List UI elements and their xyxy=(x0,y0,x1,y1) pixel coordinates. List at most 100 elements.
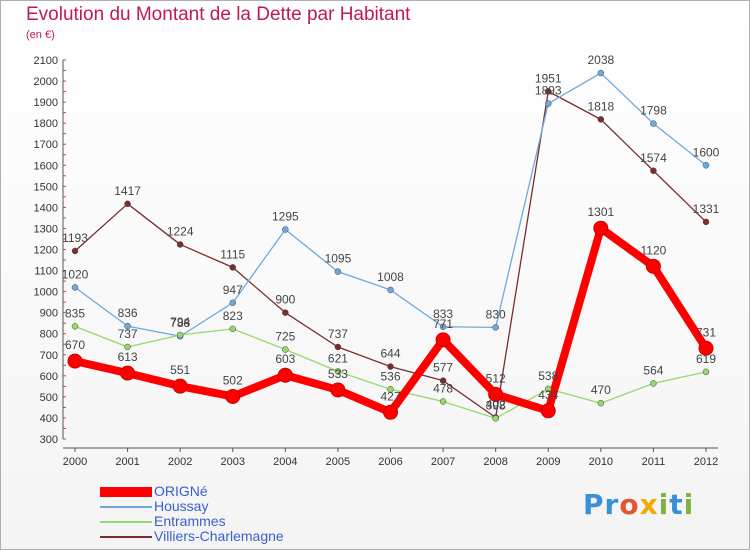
data-point-0-10 xyxy=(593,220,609,236)
data-label-3-9: 1951 xyxy=(535,71,562,85)
data-label-1-2: 788 xyxy=(170,316,190,330)
y-tick-label: 2000 xyxy=(34,76,58,88)
data-label-0-12: 731 xyxy=(696,325,716,339)
data-label-2-11: 564 xyxy=(643,363,663,377)
data-point-0-6 xyxy=(383,404,398,420)
data-label-3-1: 1417 xyxy=(114,184,141,198)
y-tick-label: 1200 xyxy=(34,245,58,257)
data-point-3-1 xyxy=(124,200,131,208)
data-point-3-5 xyxy=(334,343,342,351)
data-label-0-11: 1120 xyxy=(641,243,667,257)
data-point-3-9 xyxy=(545,88,552,95)
legend-item-entrammes[interactable]: Entrammes xyxy=(100,514,284,529)
data-point-3-0 xyxy=(71,247,79,255)
data-point-2-0 xyxy=(71,323,79,330)
data-label-1-8: 830 xyxy=(486,307,506,321)
legend-label-entrammes: Entrammes xyxy=(154,513,226,529)
data-label-0-2: 551 xyxy=(170,363,190,377)
data-point-2-8 xyxy=(492,415,499,422)
y-tick-label: 1500 xyxy=(34,181,58,193)
data-point-1-6 xyxy=(387,286,394,294)
data-label-1-5: 1095 xyxy=(325,252,352,266)
data-label-2-12: 619 xyxy=(696,352,716,366)
x-tick-label: 2006 xyxy=(378,456,402,468)
data-label-0-10: 1301 xyxy=(587,205,614,219)
data-point-1-10 xyxy=(597,69,605,77)
data-label-0-1: 613 xyxy=(118,350,138,364)
data-label-2-8: 398 xyxy=(486,398,506,412)
legend-label-houssay: Houssay xyxy=(154,498,209,514)
data-label-1-7: 833 xyxy=(433,307,453,321)
data-point-1-9 xyxy=(545,100,552,107)
data-label-3-8: 402 xyxy=(486,398,506,412)
data-point-2-2 xyxy=(176,331,184,339)
data-point-0-1 xyxy=(120,365,136,381)
y-tick-label: 1400 xyxy=(34,202,58,214)
data-label-1-12: 1600 xyxy=(693,145,720,159)
y-tick-label: 1800 xyxy=(34,118,58,130)
y-tick-label: 1700 xyxy=(34,139,58,151)
legend-swatch-villiers xyxy=(100,535,152,538)
data-point-2-12 xyxy=(702,368,710,376)
data-label-0-9: 434 xyxy=(538,388,558,402)
data-label-2-5: 621 xyxy=(328,351,348,365)
data-point-2-11 xyxy=(650,380,657,387)
data-label-0-5: 533 xyxy=(328,367,348,381)
data-point-2-7 xyxy=(439,398,447,405)
data-point-0-4 xyxy=(277,367,293,383)
legend: ORIGNé Houssay Entrammes Villiers-Charle… xyxy=(100,484,284,544)
data-label-1-4: 1295 xyxy=(272,209,299,223)
data-label-3-5: 737 xyxy=(328,327,348,341)
legend-label-origne: ORIGNé xyxy=(154,483,208,499)
data-label-2-7: 478 xyxy=(433,382,453,396)
data-point-0-12 xyxy=(698,340,714,356)
data-label-1-3: 947 xyxy=(223,283,243,297)
data-label-3-6: 644 xyxy=(380,347,400,361)
data-point-3-12 xyxy=(702,218,710,226)
data-point-3-11 xyxy=(650,167,657,175)
y-tick-label: 1900 xyxy=(34,97,58,109)
data-point-2-5 xyxy=(334,368,342,375)
data-point-2-1 xyxy=(124,343,131,351)
data-label-0-6: 427 xyxy=(380,389,400,403)
data-point-0-2 xyxy=(172,378,188,394)
data-point-0-7 xyxy=(435,332,451,348)
x-tick-label: 2010 xyxy=(589,456,613,468)
data-label-2-2: 794 xyxy=(170,315,190,329)
data-point-3-10 xyxy=(597,116,605,123)
y-tick-label: 900 xyxy=(40,308,58,320)
data-point-0-11 xyxy=(645,258,661,274)
legend-item-villiers[interactable]: Villiers-Charlemagne xyxy=(100,529,284,544)
data-label-3-2: 1224 xyxy=(167,224,194,238)
data-point-0-5 xyxy=(330,382,346,398)
data-label-0-4: 603 xyxy=(275,352,295,366)
data-label-3-0: 1193 xyxy=(62,231,88,245)
x-tick-label: 2002 xyxy=(168,456,192,468)
data-point-0-0 xyxy=(67,353,83,369)
x-tick-label: 2007 xyxy=(431,456,455,468)
data-label-2-10: 470 xyxy=(591,383,611,397)
y-tick-label: 2100 xyxy=(34,55,58,67)
data-point-2-9 xyxy=(545,385,552,393)
data-point-3-3 xyxy=(229,264,236,271)
data-label-2-0: 835 xyxy=(65,306,85,320)
y-tick-label: 700 xyxy=(40,350,58,362)
chart-title: Evolution du Montant de la Dette par Hab… xyxy=(26,4,411,25)
x-tick-label: 2005 xyxy=(326,456,350,468)
legend-label-villiers: Villiers-Charlemagne xyxy=(154,528,284,544)
data-label-2-1: 737 xyxy=(118,327,138,341)
x-tick-label: 2001 xyxy=(115,456,139,468)
data-point-3-4 xyxy=(282,309,289,316)
data-point-1-4 xyxy=(282,226,289,233)
data-label-3-3: 1115 xyxy=(220,247,245,261)
data-label-0-8: 512 xyxy=(486,371,506,385)
x-tick-label: 2008 xyxy=(483,456,507,468)
data-point-1-7 xyxy=(439,323,447,331)
y-tick-label: 1600 xyxy=(34,160,58,172)
data-label-0-3: 502 xyxy=(223,373,243,387)
y-tick-label: 800 xyxy=(40,329,58,341)
legend-item-houssay[interactable]: Houssay xyxy=(100,499,284,514)
data-label-3-4: 900 xyxy=(275,293,295,307)
data-label-1-10: 2038 xyxy=(587,53,614,67)
legend-item-origne[interactable]: ORIGNé xyxy=(100,484,284,499)
